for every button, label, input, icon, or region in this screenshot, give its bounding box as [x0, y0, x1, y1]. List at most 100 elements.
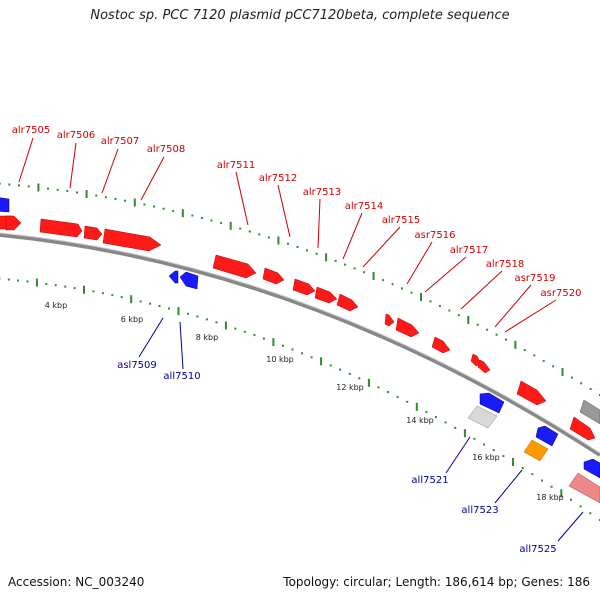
gene-blue-14kbp[interactable] [479, 392, 505, 414]
outer-minor-tick [210, 219, 213, 222]
inner-minor-tick [282, 344, 284, 347]
outer-major-tick [325, 253, 328, 262]
gene-label-alr7505[interactable]: alr7505 [12, 125, 50, 136]
inner-minor-tick [541, 479, 543, 482]
inner-minor-tick [570, 498, 572, 501]
gene-label-alr7518[interactable]: alr7518 [486, 259, 524, 270]
gene-alr7507[interactable] [39, 218, 83, 238]
inner-minor-tick [358, 377, 361, 380]
gene-label-asl7509[interactable]: asl7509 [117, 360, 157, 371]
outer-major-tick [372, 272, 375, 281]
gene-alr7518[interactable] [431, 336, 451, 354]
outer-minor-tick [401, 287, 403, 290]
inner-major-tick [512, 458, 514, 466]
gene-all7510[interactable] [179, 271, 199, 290]
inner-major-tick [272, 338, 275, 347]
outer-minor-tick [429, 300, 432, 303]
forward-genes [0, 215, 600, 441]
kbp-label-18: 18 kbp [536, 493, 564, 502]
inner-major-tick [320, 357, 323, 366]
gene-all7525[interactable] [568, 472, 600, 504]
gene-label-alr7515[interactable]: alr7515 [382, 215, 420, 226]
inner-minor-tick [425, 410, 428, 413]
inner-minor-tick [26, 280, 29, 283]
gene-label-all7521[interactable]: all7521 [411, 475, 448, 486]
inner-major-tick [415, 402, 418, 411]
outer-minor-tick [191, 214, 194, 217]
inner-major-tick [35, 278, 38, 287]
inner-minor-tick [435, 416, 437, 419]
outer-minor-tick [104, 196, 107, 199]
gene-blue-left[interactable] [0, 197, 10, 213]
gene-label-asr7516[interactable]: asr7516 [415, 230, 456, 241]
gene-alr7511[interactable] [212, 254, 257, 279]
outer-major-tick [37, 183, 40, 192]
outer-minor-tick [267, 236, 270, 239]
inner-minor-tick [521, 467, 524, 470]
inner-minor-tick [111, 294, 114, 297]
outer-major-tick [467, 315, 470, 324]
inner-minor-tick [291, 348, 294, 351]
gene-label-asr7520[interactable]: asr7520 [541, 288, 582, 299]
gene-alr7513[interactable] [292, 278, 316, 296]
outer-minor-tick [448, 309, 451, 312]
outer-minor-tick [552, 365, 555, 368]
outer-minor-tick [344, 263, 347, 266]
outer-minor-tick [438, 304, 441, 307]
gene-label-alr7511[interactable]: alr7511 [217, 160, 255, 171]
gene-label-alr7508[interactable]: alr7508 [147, 144, 185, 155]
inner-minor-tick [483, 443, 486, 446]
gene-alr7522[interactable] [516, 380, 547, 406]
gene-label-all7525[interactable]: all7525 [519, 544, 556, 555]
gene-blue-18kbp[interactable] [583, 458, 600, 479]
inner-minor-tick [301, 352, 303, 355]
inner-minor-tick [73, 287, 76, 290]
inner-minor-tick [377, 386, 380, 389]
gene-label-alr7506[interactable]: alr7506 [57, 130, 95, 141]
inner-minor-tick [329, 364, 332, 367]
inner-major-tick [367, 378, 370, 387]
gene-alr7508a[interactable] [83, 225, 103, 241]
gene-all7521[interactable] [467, 405, 498, 429]
gene-label-alr7514[interactable]: alr7514 [345, 201, 383, 212]
inner-minor-tick [168, 307, 170, 310]
kbp-label-6: 6 kbp [121, 315, 143, 324]
inner-minor-tick [205, 318, 208, 321]
gene-label-asr7519[interactable]: asr7519 [515, 273, 556, 284]
gene-label-alr7507[interactable]: alr7507 [101, 136, 139, 147]
outer-major-tick [514, 340, 517, 349]
inner-minor-tick [589, 512, 592, 515]
gene-alr7512[interactable] [262, 267, 285, 285]
outer-minor-tick [334, 259, 337, 262]
gene-label-alr7512[interactable]: alr7512 [259, 173, 297, 184]
outer-major-tick [229, 221, 232, 230]
gene-label-all7510[interactable]: all7510 [163, 371, 200, 382]
gene-blue-16kbp[interactable] [535, 425, 559, 447]
outer-minor-tick [505, 338, 507, 341]
gene-asr7520[interactable] [477, 359, 491, 374]
outer-minor-tick [315, 252, 318, 255]
inner-minor-tick [348, 372, 351, 375]
inner-minor-tick [196, 315, 199, 318]
gene-alr7508[interactable] [102, 228, 162, 252]
gene-gray-forward[interactable] [579, 399, 600, 425]
outer-minor-tick [8, 183, 11, 186]
inner-minor-tick [387, 391, 390, 394]
reverse-genes [0, 197, 600, 504]
gene-alr7506[interactable] [5, 215, 22, 231]
outer-minor-tick [153, 205, 155, 208]
outer-minor-tick [258, 233, 261, 236]
gene-label-alr7513[interactable]: alr7513 [303, 187, 341, 198]
kbp-label-4: 4 kbp [45, 301, 67, 310]
gene-alr7515[interactable] [336, 293, 359, 312]
gene-asr7516[interactable] [384, 313, 395, 327]
gene-alr7524[interactable] [569, 416, 596, 441]
inner-minor-tick [234, 327, 237, 330]
gene-label-all7523[interactable]: all7523 [461, 505, 498, 516]
gene-label-alr7517[interactable]: alr7517 [450, 245, 488, 256]
outer-minor-tick [0, 182, 1, 185]
gene-alr7514[interactable] [314, 286, 338, 304]
gene-alr7517[interactable] [395, 317, 420, 338]
gene-all7523[interactable] [523, 439, 549, 462]
gene-asl7509[interactable] [168, 270, 179, 284]
